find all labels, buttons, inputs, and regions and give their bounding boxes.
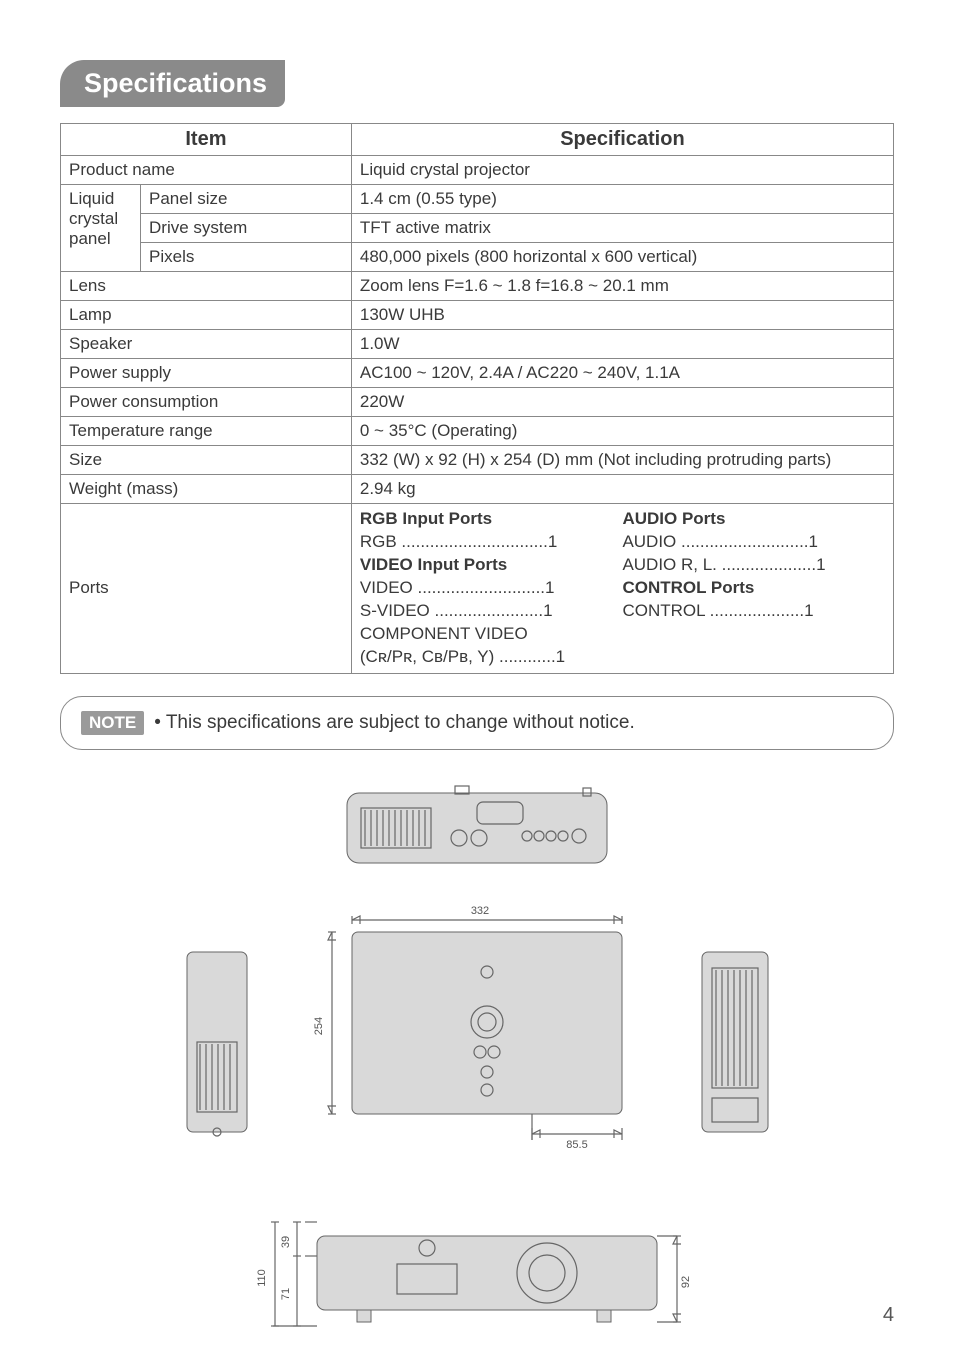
cell-value: AC100 ~ 120V, 2.4A / AC220 ~ 240V, 1.1A [351,359,893,388]
cell-label: Size [61,446,352,475]
dim-h-top: 39 [280,1235,292,1247]
spec-table: Item Specification Product name Liquid c… [60,123,894,674]
cell-label: Product name [61,156,352,185]
table-row: Size 332 (W) x 92 (H) x 254 (D) mm (Not … [61,446,894,475]
dim-offset: 85.5 [566,1139,587,1151]
table-row: Lamp 130W UHB [61,301,894,330]
th-spec: Specification [351,124,893,156]
th-item: Item [61,124,352,156]
table-row: Product name Liquid crystal projector [61,156,894,185]
ports-heading: RGB Input Ports [360,509,492,528]
cell-value: Liquid crystal projector [351,156,893,185]
ports-line: AUDIO R, L. ....................1 [622,555,825,574]
cell-label: Ports [61,504,352,674]
diagram-side-right [672,932,792,1152]
table-row: Power consumption 220W [61,388,894,417]
table-row: Lens Zoom lens F=1.6 ~ 1.8 f=16.8 ~ 20.1… [61,272,894,301]
cell-value: 1.0W [351,330,893,359]
ports-line: (Cʀ/Pʀ, Cʙ/Pʙ, Y) ............1 [360,647,565,666]
cell-label: Lamp [61,301,352,330]
cell-label: Power supply [61,359,352,388]
cell-label: Weight (mass) [61,475,352,504]
cell-group: Liquid crystal panel [61,185,141,272]
cell-value: 480,000 pixels (800 horizontal x 600 ver… [351,243,893,272]
cell-label: Temperature range [61,417,352,446]
ports-col-2: AUDIO Ports AUDIO ......................… [622,508,885,669]
ports-heading: CONTROL Ports [622,578,754,597]
table-row: Temperature range 0 ~ 35°C (Operating) [61,417,894,446]
cell-label: Lens [61,272,352,301]
dim-h-bottom: 71 [280,1287,292,1299]
ports-line: AUDIO ...........................1 [622,532,818,551]
ports-line: RGB ...............................1 [360,532,557,551]
diagram-rear [327,778,627,878]
ports-line: COMPONENT VIDEO [360,624,528,643]
cell-value: TFT active matrix [351,214,893,243]
cell-label: Panel size [141,185,352,214]
cell-value: Zoom lens F=1.6 ~ 1.8 f=16.8 ~ 20.1 mm [351,272,893,301]
diagram-top: 332 254 85.5 [292,902,652,1182]
cell-value: 1.4 cm (0.55 type) [351,185,893,214]
cell-label: Pixels [141,243,352,272]
ports-col-1: RGB Input Ports RGB ....................… [360,508,623,669]
table-row: Drive system TFT active matrix [61,214,894,243]
cell-label: Speaker [61,330,352,359]
table-row: Speaker 1.0W [61,330,894,359]
diagram-front: 110 39 71 92 [197,1206,757,1346]
table-row: Weight (mass) 2.94 kg [61,475,894,504]
table-row: Pixels 480,000 pixels (800 horizontal x … [61,243,894,272]
dim-h-right: 92 [680,1275,692,1287]
cell-value: 130W UHB [351,301,893,330]
cell-value: 0 ~ 35°C (Operating) [351,417,893,446]
dim-depth: 254 [313,1016,325,1034]
cell-value: 332 (W) x 92 (H) x 254 (D) mm (Not inclu… [351,446,893,475]
note-badge: NOTE [81,711,144,735]
page-number: 4 [883,1304,894,1327]
cell-ports: RGB Input Ports RGB ....................… [351,504,893,674]
ports-line: CONTROL ....................1 [622,601,813,620]
diagram-area: 332 254 85.5 [60,778,894,1346]
diagram-side-left [162,932,272,1152]
ports-line: VIDEO ...........................1 [360,578,555,597]
section-title: Specifications [60,60,285,107]
table-row: Liquid crystal panel Panel size 1.4 cm (… [61,185,894,214]
note-text: • This specifications are subject to cha… [154,712,635,734]
ports-heading: VIDEO Input Ports [360,555,507,574]
cell-value: 2.94 kg [351,475,893,504]
table-row: Ports RGB Input Ports RGB ..............… [61,504,894,674]
dim-h-total: 110 [256,1269,268,1287]
dim-width: 332 [471,905,489,917]
table-row: Power supply AC100 ~ 120V, 2.4A / AC220 … [61,359,894,388]
cell-label: Drive system [141,214,352,243]
cell-value: 220W [351,388,893,417]
ports-heading: AUDIO Ports [622,509,725,528]
ports-line: S-VIDEO .......................1 [360,601,553,620]
note-box: NOTE • This specifications are subject t… [60,696,894,750]
cell-label: Power consumption [61,388,352,417]
